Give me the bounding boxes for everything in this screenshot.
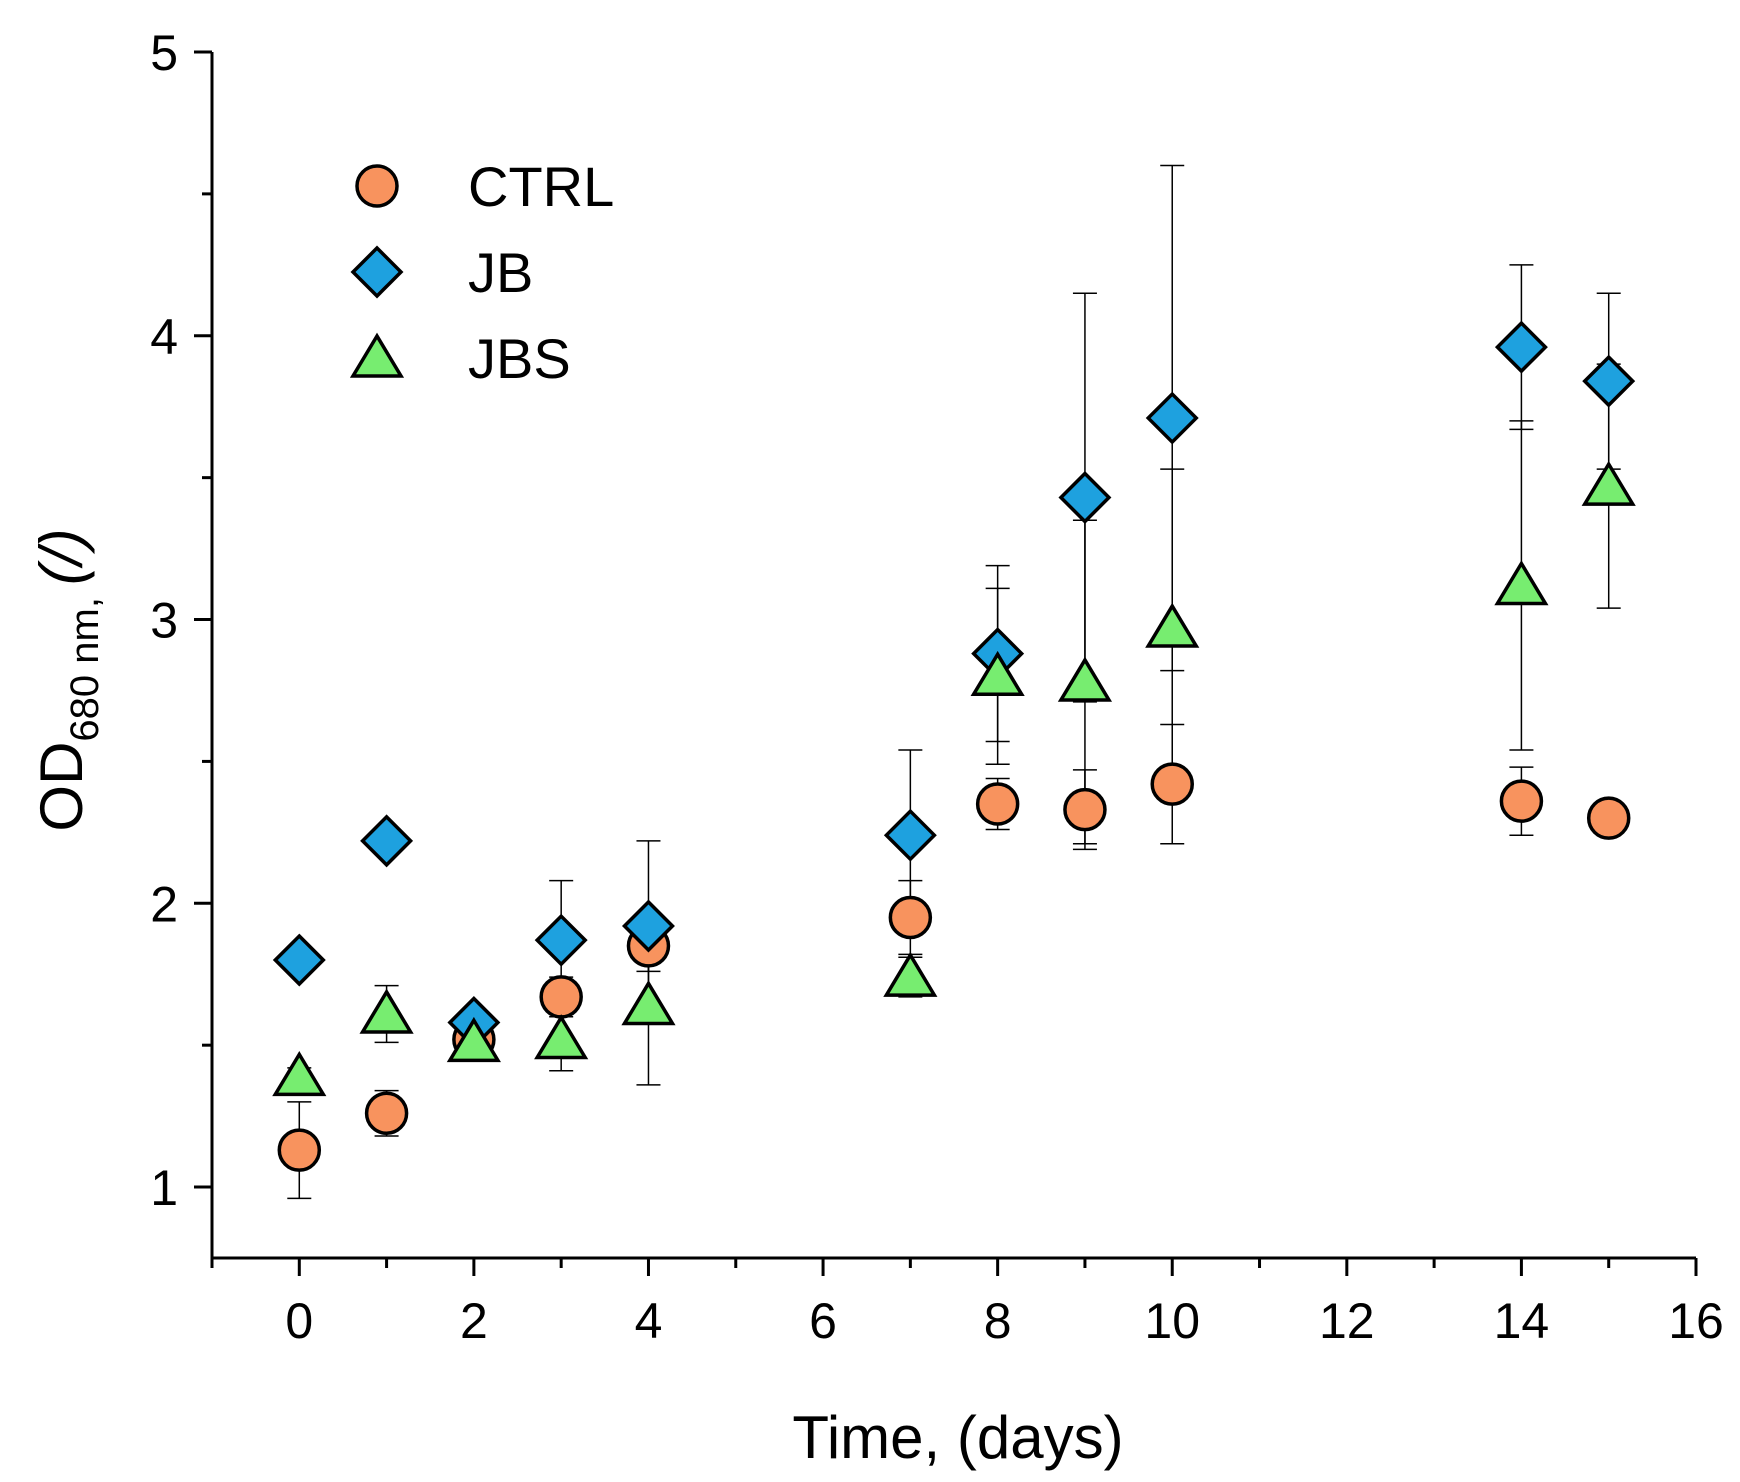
data-point-jbs xyxy=(883,951,938,997)
data-point-jb xyxy=(883,808,937,862)
x-axis-title: Time, (days) xyxy=(792,1404,1123,1471)
data-point-jb xyxy=(1058,471,1112,524)
y-axis-title: OD680 nm, (/) xyxy=(28,528,107,831)
data-point-ctrl xyxy=(277,1128,322,1172)
data-point-jbs xyxy=(272,1050,327,1097)
data-point-jb xyxy=(621,899,675,953)
data-point-jbs xyxy=(359,988,414,1034)
data-point-jbs xyxy=(446,1016,501,1063)
data-point-ctrl xyxy=(539,975,583,1019)
legend: CTRL JB JBS xyxy=(349,155,614,390)
x-tick-label: 14 xyxy=(1494,1293,1550,1349)
data-point-ctrl xyxy=(1499,779,1544,823)
data-point-ctrl xyxy=(975,782,1020,826)
x-tick-label: 12 xyxy=(1319,1293,1375,1349)
data-point-jb xyxy=(1145,391,1199,445)
data-point-jbs xyxy=(1057,656,1113,702)
data-point-ctrl xyxy=(1586,796,1631,840)
legend-marker-ctrl xyxy=(355,164,399,208)
y-axis-title-main: OD xyxy=(28,742,95,832)
legend-label-jb: JB xyxy=(468,241,533,304)
y-tick-label: 2 xyxy=(150,876,178,932)
data-point-jbs xyxy=(1145,602,1200,648)
data-point-ctrl xyxy=(1063,787,1107,832)
data-point-jb xyxy=(1494,320,1548,374)
x-tick-label: 2 xyxy=(460,1293,488,1349)
y-tick-label: 5 xyxy=(150,25,178,81)
x-tick-label: 6 xyxy=(809,1293,837,1349)
y-axis-title-subscript: 680 nm, xyxy=(63,597,107,742)
data-point-jbs xyxy=(970,650,1025,697)
legend-label-ctrl: CTRL xyxy=(468,155,614,218)
legend-marker-jb xyxy=(350,245,404,299)
data-point-jb xyxy=(272,933,326,987)
x-tick-label: 0 xyxy=(285,1293,313,1349)
data-point-ctrl xyxy=(1150,762,1194,806)
y-axis-title-unit: (/) xyxy=(28,528,95,585)
legend-marker-jbs xyxy=(349,332,405,378)
data-point-jbs xyxy=(1581,460,1636,506)
svg-text:OD680 nm,(/): OD680 nm, (/) xyxy=(28,528,107,831)
legend-label-jbs: JBS xyxy=(468,327,571,390)
x-tick-label: 16 xyxy=(1668,1293,1724,1349)
x-tick-label: 8 xyxy=(984,1293,1012,1349)
x-tick-label: 10 xyxy=(1144,1293,1200,1349)
x-tick-label: 4 xyxy=(635,1293,663,1349)
data-point-jbs xyxy=(621,980,676,1026)
data-point-ctrl xyxy=(888,895,933,940)
data-point-jb xyxy=(1582,354,1636,408)
y-tick-label: 3 xyxy=(150,593,178,649)
data-point-jbs xyxy=(534,1014,589,1060)
y-tick-label: 4 xyxy=(150,309,178,365)
data-point-jb xyxy=(360,814,414,868)
data-markers xyxy=(272,320,1636,1172)
data-point-jbs xyxy=(1494,560,1549,606)
data-point-jb xyxy=(534,913,588,967)
data-point-ctrl xyxy=(364,1091,409,1136)
y-tick-label: 1 xyxy=(150,1160,178,1216)
